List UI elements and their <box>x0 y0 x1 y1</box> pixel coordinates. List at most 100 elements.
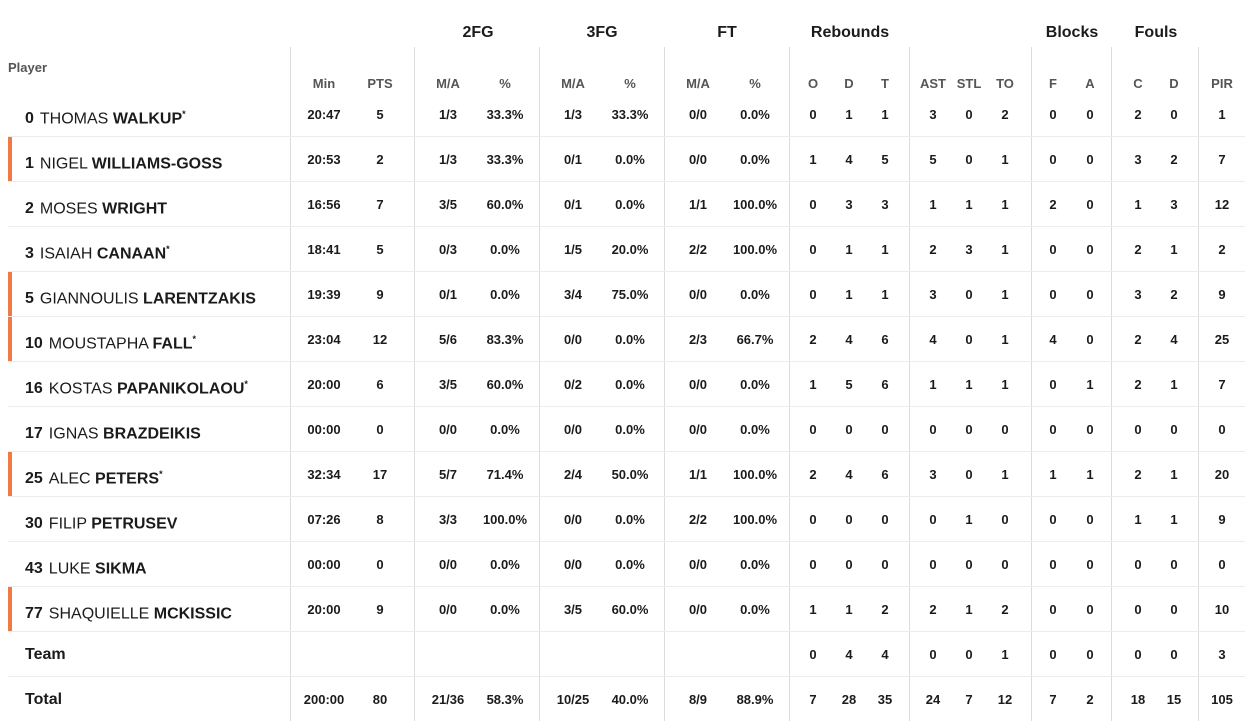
stat-cell: 0 <box>1170 422 1178 437</box>
stat-cell: 2 <box>376 152 384 167</box>
column-divider <box>1031 47 1032 721</box>
group-header-reb: Rebounds <box>810 24 890 41</box>
column-header[interactable]: D <box>1169 76 1179 91</box>
row-separator <box>8 631 1245 632</box>
stat-cell: 100.0% <box>732 242 778 257</box>
stat-cell: 0 <box>1086 422 1094 437</box>
player-name[interactable]: 2 MOSES WRIGHT <box>25 182 167 231</box>
column-header[interactable]: PIR <box>1211 76 1233 91</box>
player-column-header: Player <box>8 60 48 75</box>
stat-cell: 0 <box>1170 557 1178 572</box>
stat-cell: 0 <box>1049 377 1057 392</box>
stat-cell: 9 <box>376 602 384 617</box>
stat-cell: 1 <box>845 602 853 617</box>
player-row[interactable]: 10 MOUSTAPHA FALL* 23:04 12 5/6 83.3% 0/0 0.0% 2… <box>8 317 1245 362</box>
player-row[interactable]: 3 ISAIAH CANAAN* 18:41 5 0/3 0.0% 1/5 20.0% 2/2 1… <box>8 227 1245 272</box>
stat-cell: 2 <box>1218 242 1226 257</box>
column-header[interactable]: M/A <box>436 76 460 91</box>
column-divider <box>909 47 910 721</box>
player-marker <box>8 272 12 316</box>
player-row[interactable]: 1 NIGEL WILLIAMS-GOSS 20:53 2 1/3 33.3% 0/1 0.0… <box>8 137 1245 182</box>
stat-cell: 100.0% <box>732 512 778 527</box>
stat-cell: 28 <box>841 692 857 707</box>
stat-cell: 0 <box>929 512 937 527</box>
column-header[interactable]: A <box>1085 76 1095 91</box>
row-separator <box>8 181 1245 182</box>
player-row[interactable]: 25 ALEC PETERS* 32:34 17 5/7 71.4% 2/4 50.0% 1/1… <box>8 452 1245 497</box>
column-header[interactable]: Min <box>312 76 336 91</box>
column-header[interactable]: TO <box>996 76 1014 91</box>
stat-cell: 0 <box>376 422 384 437</box>
row-separator <box>8 361 1245 362</box>
player-name[interactable]: 16 KOSTAS PAPANIKOLAOU* <box>25 362 248 411</box>
column-header[interactable]: PTS <box>367 76 393 91</box>
stat-cell: 0/1 <box>563 152 583 167</box>
column-header[interactable]: % <box>749 76 761 91</box>
stat-cell: 2 <box>809 467 817 482</box>
stat-cell: 1 <box>1001 287 1009 302</box>
player-first-name: KOSTAS <box>48 380 113 398</box>
stat-cell: 1/3 <box>438 152 458 167</box>
player-row[interactable]: 17 IGNAS BRAZDEIKIS 00:00 0 0/0 0.0% 0/0 0.0% 0/… <box>8 407 1245 452</box>
player-name[interactable]: 43 LUKE SIKMA <box>25 542 147 591</box>
player-row[interactable]: 43 LUKE SIKMA 00:00 0 0/0 0.0% 0/0 0.0% 0/0 0.0% 0… <box>8 542 1245 587</box>
player-row[interactable]: 16 KOSTAS PAPANIKOLAOU* 20:00 6 3/5 60.0% 0/2 0… <box>8 362 1245 407</box>
player-name[interactable]: 0 THOMAS WALKUP* <box>25 92 186 141</box>
player-name[interactable]: 17 IGNAS BRAZDEIKIS <box>25 407 201 456</box>
stat-cell: 0/1 <box>438 287 458 302</box>
stat-cell: 0 <box>845 512 853 527</box>
player-name[interactable]: 25 ALEC PETERS* <box>25 452 163 501</box>
column-header[interactable]: AST <box>920 76 946 91</box>
player-first-name: MOUSTAPHA <box>48 335 149 353</box>
player-row[interactable]: 5 GIANNOULIS LARENTZAKIS 19:39 9 0/1 0.0% 3/4 7… <box>8 272 1245 317</box>
column-header[interactable]: % <box>624 76 636 91</box>
stat-cell: 1 <box>1086 377 1094 392</box>
group-header-fouls: Fouls <box>1134 24 1178 41</box>
stat-cell: 3 <box>929 467 937 482</box>
player-marker <box>8 452 12 496</box>
stat-cell: 3 <box>965 242 973 257</box>
column-header[interactable]: D <box>844 76 854 91</box>
stat-cell: 0/0 <box>688 287 708 302</box>
player-name[interactable]: 77 SHAQUIELLE MCKISSIC <box>25 587 232 636</box>
stat-cell: 35 <box>877 692 893 707</box>
stat-cell: 33.3% <box>486 107 524 122</box>
player-name[interactable]: 30 FILIP PETRUSEV <box>25 497 177 546</box>
player-name[interactable]: 3 ISAIAH CANAAN* <box>25 227 170 276</box>
stat-cell: 00:00 <box>307 557 341 572</box>
stat-cell: 1/5 <box>563 242 583 257</box>
stat-cell: 0/2 <box>563 377 583 392</box>
stat-cell: 2/2 <box>688 512 708 527</box>
stat-cell: 6 <box>881 377 889 392</box>
column-header[interactable]: O <box>807 76 819 91</box>
column-header[interactable]: % <box>499 76 511 91</box>
player-row[interactable]: 77 SHAQUIELLE MCKISSIC 20:00 9 0/0 0.0% 3/5 60.… <box>8 587 1245 632</box>
player-row[interactable]: 30 FILIP PETRUSEV 07:26 8 3/3 100.0% 0/0 0.0% 2/… <box>8 497 1245 542</box>
column-header[interactable]: C <box>1133 76 1143 91</box>
player-name[interactable]: 1 NIGEL WILLIAMS-GOSS <box>25 137 222 186</box>
stat-cell: 1 <box>1001 152 1009 167</box>
stat-cell: 0 <box>1170 647 1178 662</box>
player-row[interactable]: 0 THOMAS WALKUP* 20:47 5 1/3 33.3% 1/3 33.3% 0/0… <box>8 92 1245 137</box>
starter-star: * <box>182 109 186 119</box>
stat-cell: 0.0% <box>740 152 770 167</box>
column-header[interactable]: F <box>1049 76 1057 91</box>
player-name[interactable]: 10 MOUSTAPHA FALL* <box>25 317 196 366</box>
player-marker <box>8 137 12 181</box>
column-header[interactable]: STL <box>956 76 982 91</box>
column-header[interactable]: M/A <box>686 76 710 91</box>
stat-cell: 0 <box>881 512 889 527</box>
stat-cell: 3/5 <box>563 602 583 617</box>
column-header[interactable]: T <box>881 76 889 91</box>
player-row[interactable]: 2 MOSES WRIGHT 16:56 7 3/5 60.0% 0/1 0.0% 1/1 100… <box>8 182 1245 227</box>
stat-cell: 2/3 <box>688 332 708 347</box>
team-row: Team 0 4 4 0 0 1 0 0 0 0 3 <box>8 632 1245 677</box>
stat-cell: 4 <box>845 152 853 167</box>
column-header[interactable]: M/A <box>561 76 585 91</box>
player-number: 2 <box>25 200 34 218</box>
stat-cell: 2 <box>881 602 889 617</box>
player-name[interactable]: 5 GIANNOULIS LARENTZAKIS <box>25 272 256 321</box>
stat-cell: 0/0 <box>688 377 708 392</box>
column-divider <box>664 47 665 721</box>
stat-cell: 0 <box>1049 287 1057 302</box>
